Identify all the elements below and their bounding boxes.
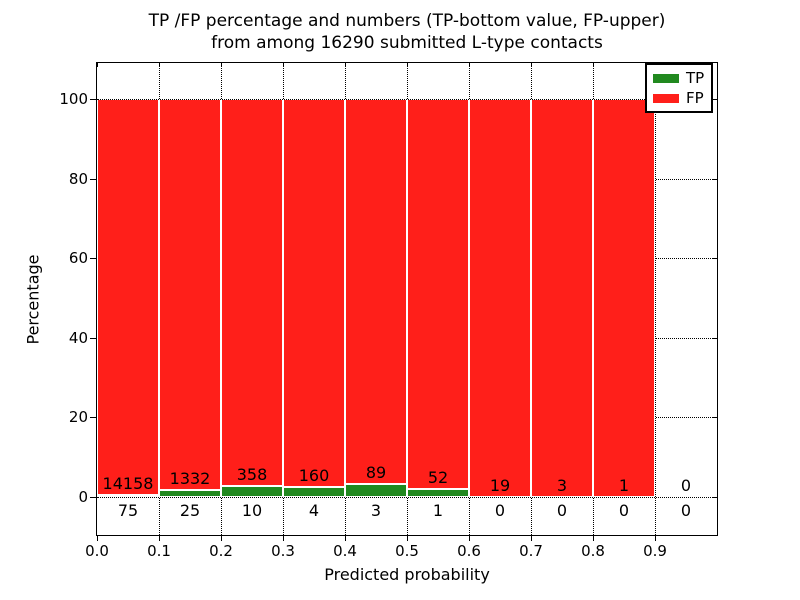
x-tick-mark — [531, 536, 532, 541]
gridline-h-zero — [97, 497, 717, 498]
x-tick-label: 0.6 — [457, 542, 481, 560]
bar-tp — [407, 489, 469, 497]
legend-item-tp: TP — [653, 70, 705, 86]
legend-label-tp: TP — [686, 69, 705, 87]
x-tick-mark — [345, 536, 346, 541]
tp-count-label: 10 — [241, 501, 263, 520]
legend: TP FP — [645, 63, 713, 113]
y-tick-label: 80 — [68, 169, 88, 188]
fp-swatch-icon — [653, 93, 679, 103]
bar-fp — [97, 99, 159, 495]
legend-item-fp: FP — [653, 90, 705, 106]
gridline-h-hundred — [97, 99, 717, 100]
x-tick-mark-top — [97, 63, 98, 67]
x-tick-label: 0.3 — [271, 542, 295, 560]
plot-area: 14158 75 1332 25 358 10 160 4 89 3 52 1 19 0 3 0 1 0 0 0 — [96, 62, 718, 536]
y-axis-label-box: Percentage — [22, 62, 44, 536]
bar-fp — [283, 99, 345, 487]
fp-count-label: 89 — [365, 463, 387, 482]
bar-tp — [97, 495, 159, 497]
tp-count-label: 4 — [308, 501, 320, 520]
tp-count-label: 0 — [680, 501, 692, 520]
fp-count-label: 3 — [556, 476, 568, 495]
y-tick-label: 20 — [68, 408, 88, 427]
y-tick-mark — [90, 497, 96, 498]
bar-fp — [407, 99, 469, 489]
x-tick-label: 0.4 — [333, 542, 357, 560]
fp-count-label: 19 — [489, 476, 511, 495]
x-axis-label: Predicted probability — [324, 565, 490, 584]
tp-count-label: 25 — [179, 501, 201, 520]
y-tick-mark — [90, 258, 96, 260]
bar-tp — [283, 487, 345, 497]
chart-title-line2: from among 16290 submitted L-type contac… — [211, 33, 603, 53]
x-tick-label: 0.5 — [395, 542, 419, 560]
bar-fp — [345, 99, 407, 484]
y-tick-mark — [90, 99, 96, 100]
x-tick-mark — [97, 536, 98, 541]
tp-count-label: 0 — [556, 501, 568, 520]
tp-count-label: 3 — [370, 501, 382, 520]
tp-swatch-icon — [653, 73, 679, 83]
y-tick-label: 60 — [68, 249, 88, 268]
fp-count-label: 52 — [427, 468, 449, 487]
x-tick-label: 0.1 — [147, 542, 171, 560]
tp-count-label: 75 — [117, 501, 139, 520]
bar-fp — [469, 99, 531, 497]
x-tick-label: 0.0 — [85, 542, 109, 560]
x-tick-label: 0.9 — [643, 542, 667, 560]
chart-title-line1: TP /FP percentage and numbers (TP-bottom… — [148, 11, 666, 31]
x-tick-mark — [469, 536, 470, 541]
x-tick-label: 0.8 — [581, 542, 605, 560]
fp-count-label: 1332 — [169, 469, 211, 488]
y-tick-mark — [90, 178, 96, 180]
y-tick-label: 100 — [59, 90, 88, 108]
x-tick-label: 0.2 — [209, 542, 233, 560]
chart-title: TP /FP percentage and numbers (TP-bottom… — [96, 10, 718, 54]
x-tick-mark — [655, 536, 656, 541]
bar-fp — [159, 99, 221, 490]
fp-count-label: 0 — [680, 476, 692, 495]
y-tick-mark — [90, 337, 96, 339]
y-tick-label: 40 — [68, 328, 88, 347]
y-tick-label: 0 — [78, 488, 88, 506]
y-tick-mark — [90, 417, 96, 419]
fp-count-label: 1 — [618, 476, 630, 495]
bar-fp — [531, 99, 593, 497]
tp-count-label: 1 — [432, 501, 444, 520]
x-tick-mark — [221, 536, 222, 541]
fp-count-label: 14158 — [102, 474, 154, 493]
bar-tp — [221, 486, 283, 497]
bar-fp — [221, 99, 283, 486]
bar-tp — [345, 484, 407, 497]
x-tick-mark — [407, 536, 408, 541]
x-tick-mark — [593, 536, 594, 541]
x-tick-label: 0.7 — [519, 542, 543, 560]
tp-count-label: 0 — [618, 501, 630, 520]
bar-tp — [159, 490, 221, 497]
tp-count-label: 0 — [494, 501, 506, 520]
plot-inner: 14158 75 1332 25 358 10 160 4 89 3 52 1 19 0 3 0 1 0 0 0 — [97, 63, 717, 535]
x-tick-mark — [283, 536, 284, 541]
x-tick-mark — [159, 536, 160, 541]
fp-count-label: 358 — [236, 465, 268, 484]
fp-count-label: 160 — [298, 466, 330, 485]
legend-label-fp: FP — [686, 89, 704, 107]
bar-fp — [593, 99, 655, 497]
gridline-v — [655, 63, 656, 535]
